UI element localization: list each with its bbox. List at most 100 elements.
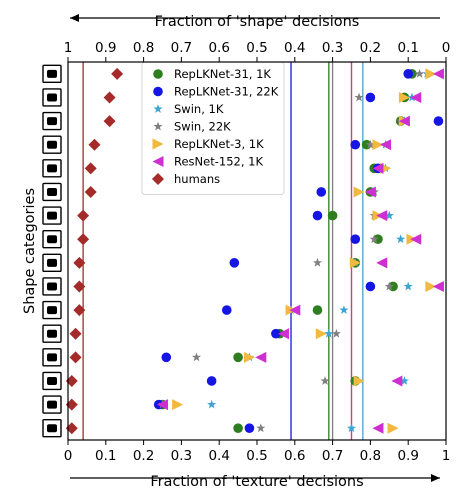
point-2-13 [399, 376, 409, 385]
point-1-3 [350, 139, 361, 150]
airplane-icon [42, 111, 62, 131]
car-icon [42, 300, 62, 320]
top-tick-label-4: 0.6 [208, 40, 229, 56]
point-3-11 [331, 328, 341, 338]
point-2-11 [324, 328, 334, 338]
point-0-10 [312, 305, 323, 315]
point-1-10 [221, 305, 232, 315]
point-4-13 [353, 375, 365, 387]
cat-icon [42, 206, 62, 225]
point-5-9 [432, 280, 444, 292]
point-4-15 [387, 422, 399, 434]
point-5-12 [255, 351, 267, 363]
point-6-14 [65, 398, 78, 411]
point-1-2 [433, 116, 444, 126]
point-1-7 [350, 234, 361, 244]
top-tick-label-7: 0.3 [322, 40, 343, 56]
top-tick-label-9: 0.1 [397, 40, 418, 56]
point-6-9 [73, 280, 86, 293]
point-5-2 [398, 115, 410, 127]
legend-marker-1 [153, 86, 163, 97]
legend-marker-4 [152, 138, 164, 150]
legend-label-3: Swin, 22K [174, 120, 231, 134]
point-6-1 [103, 91, 116, 104]
point-4-12 [243, 351, 255, 363]
point-1-6 [312, 210, 323, 221]
bird-icon [42, 277, 62, 296]
point-0-15 [233, 423, 243, 433]
point-6-6 [77, 209, 90, 222]
point-1-1 [365, 92, 376, 103]
axes [67, 14, 447, 482]
legend-label-6: humans [174, 172, 220, 186]
legend-marker-3 [153, 121, 163, 131]
legend: RepLKNet-31, 1K RepLKNet-31, 22K Swin, 1K S… [141, 61, 285, 195]
point-4-5 [353, 186, 365, 198]
point-1-12 [161, 352, 172, 363]
point-6-4 [84, 162, 97, 175]
point-3-15 [256, 423, 266, 433]
point-3-12 [191, 352, 202, 362]
elephant-icon [42, 229, 62, 249]
chair-icon [42, 371, 62, 391]
point-1-11 [271, 328, 281, 339]
point-5-0 [432, 68, 444, 80]
bear-icon [42, 135, 62, 154]
top-tick-label-3: 0.7 [171, 40, 192, 56]
point-1-0 [403, 69, 414, 79]
legend-label-1: RepLKNet-31, 22K [174, 85, 279, 99]
legend-marker-2 [153, 104, 163, 113]
point-1-8 [229, 258, 240, 268]
point-3-13 [320, 376, 330, 385]
clock2-icon [42, 395, 62, 414]
legend-label-4: RepLKNet-3, 1K [174, 137, 264, 151]
bottom-tick-label-9: 0.9 [397, 448, 418, 464]
legend-label-5: ResNet-152, 1K [174, 155, 263, 169]
point-2-7 [396, 234, 406, 244]
point-6-3 [88, 138, 101, 151]
point-5-14 [157, 399, 168, 411]
point-4-14 [172, 399, 184, 411]
legend-marker-5 [152, 156, 164, 167]
bottom-tick-label-5: 0.5 [246, 448, 267, 464]
point-5-5 [364, 186, 376, 198]
point-6-15 [65, 422, 78, 435]
top-tick-label-0: 1 [64, 40, 73, 56]
bottom-tick-label-4: 0.4 [208, 448, 229, 464]
legend-label-0: RepLKNet-31, 1K [174, 67, 271, 81]
bottom-arrow [70, 474, 440, 482]
point-5-8 [376, 257, 388, 269]
point-4-8 [349, 257, 361, 269]
top-tick-label-2: 0.8 [133, 40, 154, 56]
clock-icon [42, 253, 62, 273]
point-1-13 [206, 376, 217, 386]
point-2-9 [403, 281, 413, 291]
point-4-9 [425, 280, 437, 292]
bottle-icon [42, 88, 62, 107]
point-0-12 [233, 352, 243, 363]
tick-labels: 0 0.1 0.2 0.3 0.4 0.5 0.6 0.7 0.8 0.9 1 1 0.9 0.8 0.7 0… [64, 40, 451, 464]
mean-lines [82, 62, 364, 440]
point-6-11 [69, 327, 82, 340]
point-6-2 [103, 115, 116, 128]
point-5-6 [376, 210, 388, 222]
point-2-10 [339, 305, 349, 314]
oven-icon [42, 182, 62, 202]
bottom-tick-label-7: 0.7 [322, 448, 343, 464]
point-5-10 [289, 304, 301, 316]
legend-label-2: Swin, 1K [174, 102, 224, 116]
knife-icon [42, 64, 62, 84]
point-3-7 [369, 234, 379, 244]
top-arrow [70, 14, 440, 22]
dog-icon [42, 159, 62, 178]
category-icons [42, 64, 62, 438]
top-tick-label-10: 0 [442, 40, 451, 56]
point-3-0 [414, 69, 425, 78]
point-4-0 [425, 68, 437, 80]
top-axis-title: Fraction of 'shape' decisions [155, 14, 360, 30]
data-points [65, 67, 444, 435]
point-1-5 [316, 187, 327, 197]
top-tick-label-1: 0.9 [95, 40, 116, 56]
point-3-3 [365, 139, 375, 149]
